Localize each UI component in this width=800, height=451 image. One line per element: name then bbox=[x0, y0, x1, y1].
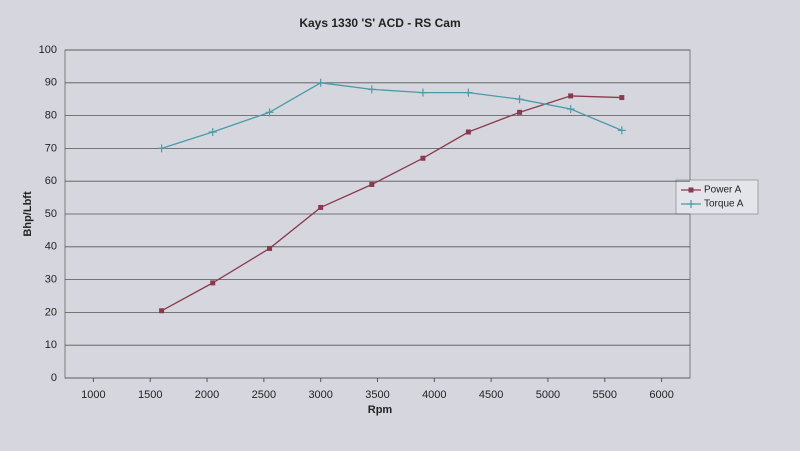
marker bbox=[617, 126, 626, 135]
marker bbox=[157, 144, 166, 153]
marker bbox=[619, 95, 625, 101]
legend-box bbox=[675, 179, 759, 215]
legend-label: Torque A bbox=[704, 199, 744, 210]
series-line bbox=[161, 82, 623, 150]
x-tick-label: 5500 bbox=[593, 389, 617, 401]
y-tick-label: 30 bbox=[45, 274, 57, 286]
marker bbox=[316, 78, 325, 87]
marker bbox=[688, 187, 694, 193]
y-tick-label: 10 bbox=[45, 339, 57, 351]
marker bbox=[568, 93, 574, 99]
x-tick-label: 2500 bbox=[252, 389, 276, 401]
y-tick-label: 80 bbox=[45, 110, 57, 122]
marker bbox=[318, 204, 324, 210]
y-tick-label: 40 bbox=[45, 241, 57, 253]
marker bbox=[418, 88, 427, 97]
x-tick-label: 4000 bbox=[422, 389, 446, 401]
chart-title: Kays 1330 'S' ACD - RS Cam bbox=[299, 16, 460, 30]
marker bbox=[367, 85, 376, 94]
y-tick-label: 90 bbox=[45, 77, 57, 89]
y-tick-label: 0 bbox=[51, 372, 57, 384]
x-tick-label: 2000 bbox=[195, 389, 219, 401]
y-tick-label: 50 bbox=[45, 208, 57, 220]
marker bbox=[566, 105, 575, 114]
legend-label: Power A bbox=[704, 185, 742, 196]
x-tick-label: 4500 bbox=[479, 389, 503, 401]
marker bbox=[464, 88, 473, 97]
marker bbox=[515, 95, 524, 104]
x-axis-label: Rpm bbox=[368, 404, 393, 416]
x-tick-label: 5000 bbox=[536, 389, 560, 401]
y-tick-label: 70 bbox=[45, 142, 57, 154]
y-tick-label: 20 bbox=[45, 306, 57, 318]
marker bbox=[210, 280, 216, 286]
y-tick-label: 60 bbox=[45, 175, 57, 187]
marker bbox=[369, 181, 375, 187]
x-tick-label: 3500 bbox=[365, 389, 389, 401]
marker bbox=[465, 129, 471, 135]
y-axis-label: Bhp/Lbft bbox=[22, 191, 34, 237]
marker bbox=[517, 109, 523, 115]
marker bbox=[420, 155, 426, 161]
x-tick-label: 6000 bbox=[649, 389, 673, 401]
y-tick-label: 100 bbox=[39, 44, 57, 56]
marker bbox=[159, 308, 165, 314]
marker bbox=[208, 128, 217, 136]
x-tick-label: 1000 bbox=[81, 389, 105, 401]
marker bbox=[267, 245, 273, 251]
marker bbox=[687, 200, 695, 208]
x-tick-label: 1500 bbox=[138, 389, 162, 401]
marker bbox=[265, 108, 274, 117]
x-tick-label: 3000 bbox=[308, 389, 332, 401]
